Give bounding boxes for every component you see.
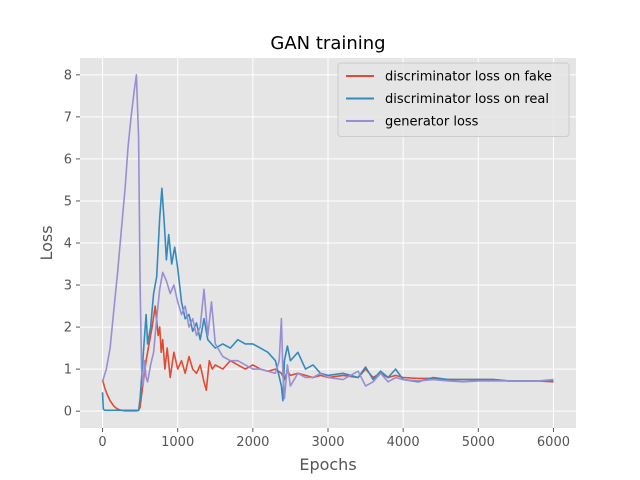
y-tick-label: 4 [64,237,72,252]
series-layer [101,74,554,412]
x-tick-label: 2000 [236,435,269,450]
legend-entry: discriminator loss on real [385,92,549,107]
y-axis-label: Loss [37,225,56,260]
y-tick-label: 0 [64,405,72,420]
legend-box [337,62,570,137]
chart-title: GAN training [270,33,385,54]
y-tick-label: 6 [64,152,72,167]
x-tick-label: 6000 [537,435,570,450]
x-tick-label: 4000 [387,435,420,450]
x-tick-label: 3000 [311,435,344,450]
y-tick-label: 1 [64,363,72,378]
x-tick-label: 0 [98,435,106,450]
series-line-2 [101,187,554,412]
legend-entry: discriminator loss on fake [385,70,552,85]
y-tick-label: 3 [64,279,72,294]
y-tick-label: 8 [64,68,72,83]
y-tick-label: 2 [64,321,72,336]
series-line-3 [101,74,554,400]
axis-ticks: 0 1000 2000 3000 4000 5000 6000 0 1 2 3 4 5 6 7 8 [64,68,570,450]
y-tick-label: 5 [64,194,72,209]
legend-entry: generator loss [385,115,479,130]
x-tick-label: 1000 [161,435,194,450]
x-tick-label: 5000 [462,435,495,450]
legend: discriminator loss on fake discriminator … [337,62,570,137]
x-axis-label: Epochs [299,455,356,474]
y-tick-label: 7 [64,110,72,125]
